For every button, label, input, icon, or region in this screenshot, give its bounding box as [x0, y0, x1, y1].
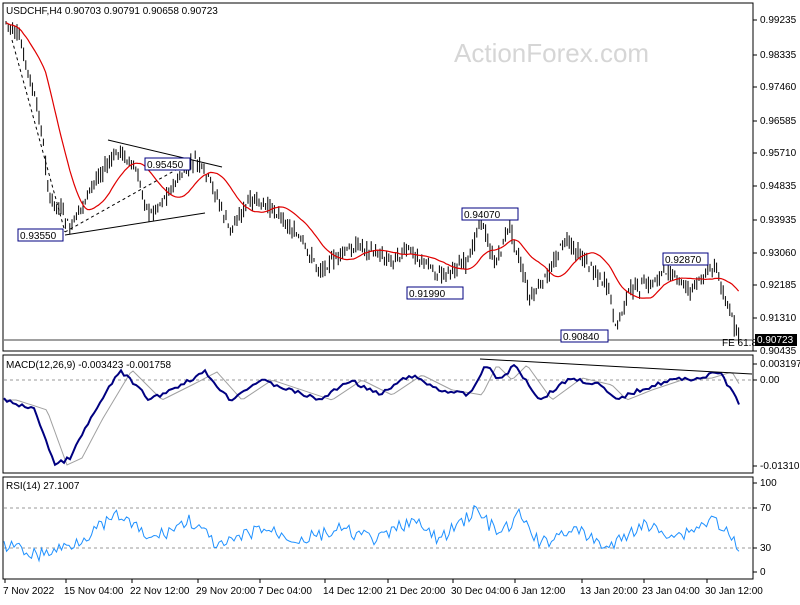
macd-signal-line — [4, 365, 740, 466]
macd-divergence-line — [479, 358, 753, 375]
price-label-box — [560, 329, 609, 343]
time-tick-label: 23 Jan 04:00 — [642, 586, 700, 597]
price-tick-label: 0.99235 — [760, 15, 797, 26]
svg-text:0.90723: 0.90723 — [757, 335, 794, 346]
trendline-upper — [107, 139, 223, 168]
macd-tick-label: -0.013108 — [760, 461, 800, 472]
time-tick-label: 15 Nov 04:00 — [64, 586, 124, 597]
time-axis: 7 Nov 2022 15 Nov 04:00 22 Nov 12:00 29 Nov… — [3, 579, 763, 597]
price-label-box — [461, 207, 519, 221]
rsi-tick-label: 30 — [760, 543, 772, 554]
price-panel-frame — [2, 2, 754, 352]
time-tick-label: 7 Dec 04:00 — [258, 586, 312, 597]
price-tick-label: 0.94835 — [760, 181, 797, 192]
price-label: 0.91990 — [409, 289, 446, 300]
time-tick-label: 22 Nov 12:00 — [130, 586, 190, 597]
price-tick-label: 0.93060 — [760, 248, 797, 259]
price-tick-label: 0.95710 — [760, 148, 797, 159]
price-axis: 0.99235 0.98335 0.97460 0.96585 0.95710 0.948… — [753, 15, 797, 357]
macd-tick-label: 0.00 — [760, 375, 780, 386]
time-tick-label: 14 Dec 12:00 — [323, 586, 383, 597]
rsi-tick-label: 100 — [760, 478, 777, 489]
price-tick-label: 0.90435 — [760, 346, 797, 357]
price-tick-label: 0.93935 — [760, 215, 797, 226]
rsi-header: RSI(14) 27.1007 — [6, 481, 80, 492]
rsi-axis: 100 70 30 0 — [4, 478, 777, 578]
price-tick-label: 0.96585 — [760, 116, 797, 127]
price-annotations: 0.93550 0.95450 0.94070 0.91990 0.90840 0.928… — [17, 157, 757, 349]
macd-series — [3, 358, 753, 467]
time-tick-label: 30 Jan 12:00 — [705, 586, 763, 597]
price-header: USDCHF,H4 0.90703 0.90791 0.90658 0.9072… — [6, 6, 218, 17]
price-label: 0.92870 — [665, 255, 702, 266]
rsi-series — [3, 504, 740, 563]
price-tick-label: 0.98335 — [760, 50, 797, 61]
macd-axis: 0.003197 0.00 -0.013108 — [4, 359, 800, 472]
time-tick-label: 6 Jan 12:00 — [513, 586, 566, 597]
rsi-panel-frame — [2, 476, 754, 580]
macd-tick-label: 0.003197 — [760, 359, 800, 370]
time-tick-label: 21 Dec 20:00 — [386, 586, 446, 597]
price-label: 0.95450 — [147, 160, 184, 171]
price-tick-label: 0.97460 — [760, 82, 797, 93]
macd-header: MACD(12,26,9) -0.003423 -0.001758 — [6, 360, 172, 371]
rsi-line — [3, 504, 740, 563]
time-tick-label: 13 Jan 20:00 — [580, 586, 638, 597]
time-tick-label: 30 Dec 04:00 — [451, 586, 511, 597]
time-tick-label: 7 Nov 2022 — [3, 586, 55, 597]
price-label-box — [144, 157, 191, 171]
price-label: 0.93550 — [20, 231, 57, 242]
price-label-box — [17, 228, 64, 242]
rsi-tick-label: 0 — [760, 567, 766, 578]
price-tick-label: 0.92185 — [760, 280, 797, 291]
price-tick-label: 0.91310 — [760, 313, 797, 324]
macd-line — [3, 363, 740, 467]
rsi-tick-label: 70 — [760, 503, 772, 514]
trendline-lower — [64, 212, 206, 236]
time-tick-label: 29 Nov 20:00 — [196, 586, 256, 597]
moving-average-line — [5, 22, 740, 299]
current-price-tag: 0.90723 — [755, 334, 797, 346]
macd-panel-frame — [2, 354, 754, 474]
price-label-box — [406, 286, 464, 300]
price-label: 0.94070 — [464, 210, 501, 221]
price-label: 0.90840 — [563, 332, 600, 343]
price-label: FE 61.8 — [722, 338, 757, 349]
price-label-box — [662, 252, 709, 266]
watermark: ActionForex.com — [454, 38, 649, 68]
